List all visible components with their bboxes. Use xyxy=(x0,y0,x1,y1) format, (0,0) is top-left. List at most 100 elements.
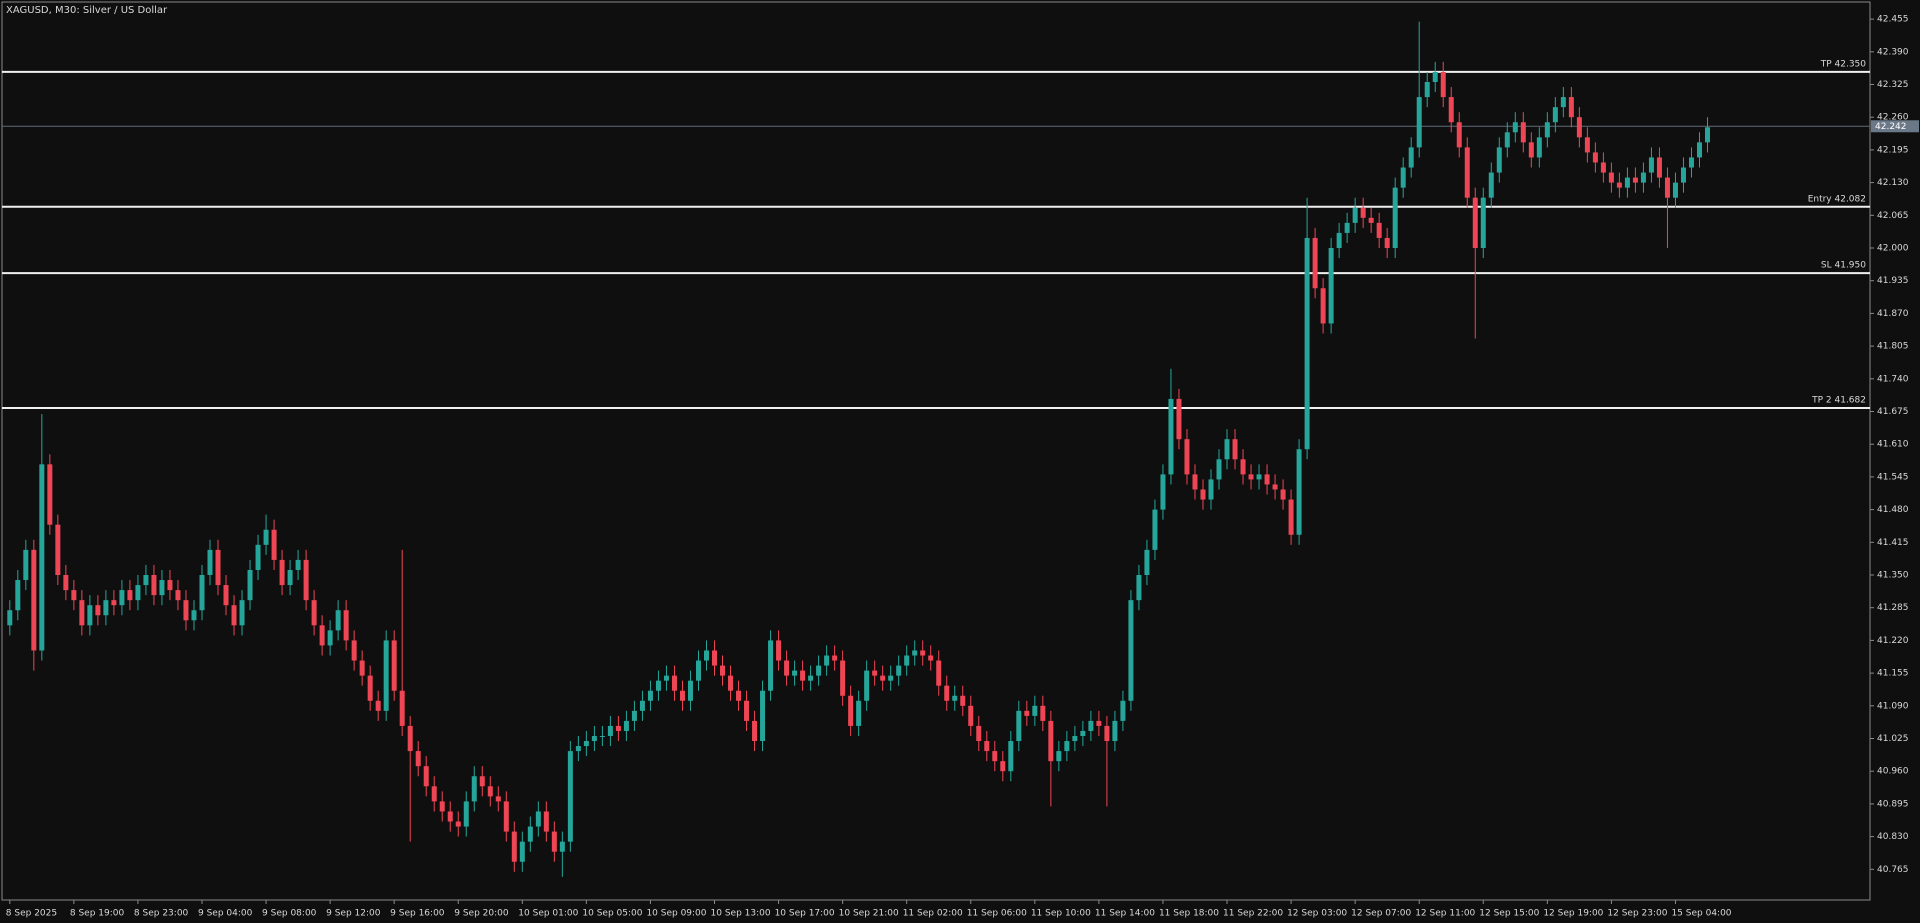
y-tick-label: 41.480 xyxy=(1877,505,1909,515)
candle-body xyxy=(655,680,661,691)
candle-body xyxy=(1544,122,1550,138)
candle-body xyxy=(1296,449,1302,535)
candle-body xyxy=(167,580,173,591)
candle-body xyxy=(671,675,677,691)
candle-body xyxy=(1360,207,1366,218)
candle-body xyxy=(1696,142,1702,158)
candle-body xyxy=(375,700,381,711)
candle-body xyxy=(1344,222,1350,233)
candle-body xyxy=(1616,182,1622,188)
y-tick-label: 41.350 xyxy=(1877,571,1909,581)
candle-body xyxy=(439,801,445,812)
candle-body xyxy=(712,650,718,666)
candle-body xyxy=(1096,720,1102,726)
candle-body xyxy=(1256,474,1262,480)
candle-body xyxy=(760,690,766,742)
candle-body xyxy=(1488,172,1494,198)
level-label: SL 41.950 xyxy=(1821,261,1866,271)
candle-body xyxy=(599,735,605,737)
candle-body xyxy=(1376,222,1382,238)
candle-body xyxy=(1080,730,1086,736)
candle-body xyxy=(415,751,421,767)
candle-body xyxy=(1424,81,1430,98)
candle-body xyxy=(984,741,990,752)
candle-body xyxy=(824,655,830,666)
candle-body xyxy=(800,670,806,681)
x-tick-label: 12 Sep 03:00 xyxy=(1287,909,1347,919)
candle-body xyxy=(1152,509,1158,550)
candle-body xyxy=(1536,137,1542,158)
candle-body xyxy=(255,544,261,570)
candle-body xyxy=(207,549,213,576)
candle-body xyxy=(1584,137,1590,153)
candle-body xyxy=(968,705,974,726)
x-tick-label: 12 Sep 11:00 xyxy=(1415,909,1475,919)
candle-body xyxy=(1448,97,1454,123)
candle-body xyxy=(463,801,469,827)
y-tick-label: 41.025 xyxy=(1877,734,1909,744)
y-tick-label: 41.415 xyxy=(1877,538,1909,548)
candle-body xyxy=(543,811,549,832)
x-tick-label: 11 Sep 10:00 xyxy=(1031,909,1091,919)
candle-body xyxy=(1136,575,1142,601)
candle-body xyxy=(183,600,189,621)
candle-body xyxy=(1008,741,1014,772)
y-tick-label: 40.895 xyxy=(1877,799,1909,809)
candle-body xyxy=(199,575,205,611)
candle-body xyxy=(1248,474,1254,480)
candle-body xyxy=(1064,741,1070,752)
candle-body xyxy=(287,569,293,586)
candle-body xyxy=(687,680,693,701)
candle-body xyxy=(952,695,958,701)
candle-body xyxy=(231,605,237,626)
candle-body xyxy=(399,690,405,726)
candle-body xyxy=(1528,142,1534,158)
candle-body xyxy=(920,650,926,656)
candle-body xyxy=(992,751,998,762)
candle-body xyxy=(816,665,822,676)
candle-body xyxy=(1040,705,1046,721)
candle-body xyxy=(175,590,181,601)
candle-body xyxy=(247,569,253,601)
candle-body xyxy=(455,821,461,827)
candle-body xyxy=(1552,107,1558,123)
candle-body xyxy=(551,831,557,852)
candle-body xyxy=(583,741,589,747)
candle-body xyxy=(351,640,357,661)
candle-body xyxy=(1160,474,1166,510)
candle-body xyxy=(744,700,750,721)
candle-body xyxy=(1280,489,1286,500)
x-tick-label: 10 Sep 05:00 xyxy=(582,909,642,919)
candle-body xyxy=(1608,172,1614,183)
candle-body xyxy=(1128,600,1134,701)
x-tick-label: 10 Sep 13:00 xyxy=(711,909,771,919)
candle-body xyxy=(976,725,982,742)
candle-body xyxy=(944,685,950,701)
candle-body xyxy=(1304,237,1310,450)
candle-body xyxy=(431,786,437,802)
candle-body xyxy=(1144,549,1150,576)
candle-body xyxy=(591,735,597,742)
candle-body xyxy=(631,710,637,721)
candle-body xyxy=(487,786,493,797)
level-label: Entry 42.082 xyxy=(1808,194,1866,204)
candle-body xyxy=(1648,157,1654,173)
candle-body xyxy=(1400,167,1406,188)
candle-body xyxy=(367,675,373,701)
y-tick-label: 41.675 xyxy=(1877,407,1909,417)
candle-body xyxy=(856,700,862,726)
x-tick-label: 11 Sep 06:00 xyxy=(967,909,1027,919)
candle-body xyxy=(1456,122,1462,148)
candle-body xyxy=(1120,700,1126,721)
x-tick-label: 11 Sep 22:00 xyxy=(1223,909,1283,919)
candle-body xyxy=(151,575,157,596)
candle-body xyxy=(736,690,742,701)
candle-body xyxy=(639,700,645,711)
candle-body xyxy=(495,796,501,802)
candle-body xyxy=(303,559,309,601)
candle-body xyxy=(1016,710,1022,742)
candle-body xyxy=(87,605,93,626)
candle-body xyxy=(1208,479,1214,500)
x-tick-label: 8 Sep 19:00 xyxy=(70,909,125,919)
